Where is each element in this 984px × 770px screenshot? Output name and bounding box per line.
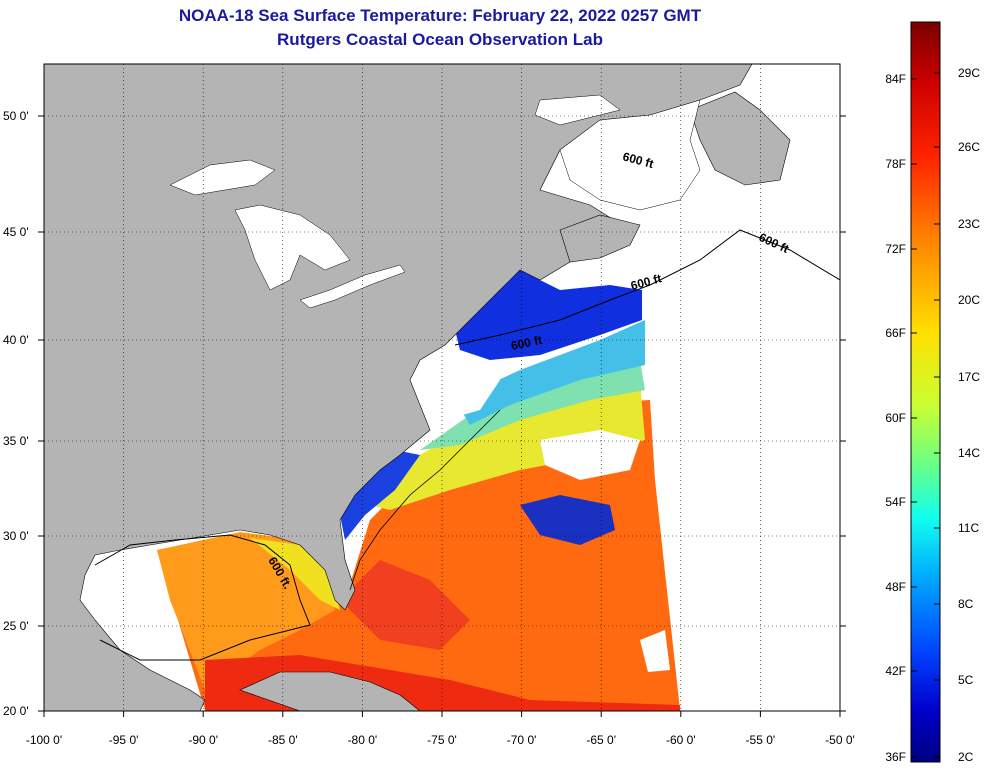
hudson-bay-edge [534, 94, 621, 126]
colorbar-c-label: 23C [958, 217, 980, 231]
map-subtitle: Rutgers Coastal Ocean Observation Lab [277, 30, 603, 49]
land-nova-scotia [559, 214, 641, 263]
contour-600ft-north [454, 229, 840, 346]
colorbar-c-label: 2C [958, 750, 974, 764]
colorbar-c-label: 11C [958, 521, 979, 535]
sst-cloud-patch-1 [430, 360, 500, 420]
lon-tick-label: -75 0' [427, 733, 457, 747]
contour-600ft-atlantic [349, 409, 501, 591]
lat-tick-label: 45 0' [3, 225, 29, 239]
colorbar-f-label: 60F [885, 411, 906, 425]
lon-tick-label: -70 0' [507, 733, 537, 747]
colorbar-c-label: 14C [958, 446, 980, 460]
colorbar-f-label: 54F [885, 495, 906, 509]
graticule [44, 64, 840, 711]
sst-gulf [157, 532, 335, 690]
colorbar-f-label: 78F [885, 157, 906, 171]
sst-cloud-patch-2 [540, 430, 640, 480]
colorbar-c-label: 29C [958, 66, 980, 80]
colorbar-f-label: 84F [885, 72, 906, 86]
contour-label: 600 ft [510, 333, 544, 353]
lat-tick-label: 20 0' [3, 704, 29, 718]
sst-shelf-cold [340, 450, 420, 540]
contour-600ft-gulf [94, 534, 311, 661]
map-title: NOAA-18 Sea Surface Temperature: Februar… [178, 6, 702, 25]
land-cuba [239, 671, 421, 711]
colorbar-c-label: 17C [958, 370, 980, 384]
colorbar-celsius-labels: 29C 26C 23C 20C 17C 14C 11C 8C 5C 2C [934, 66, 980, 764]
colorbar-f-label: 66F [885, 326, 906, 340]
sst-midband [420, 360, 645, 450]
lake-erie-ontario [299, 264, 406, 309]
lon-tick-label: -90 0' [188, 733, 218, 747]
gulf-st-lawrence [559, 99, 701, 211]
sst-cloud-patch-3 [640, 630, 670, 672]
lat-tick-label: 25 0' [3, 619, 29, 633]
lat-tick-label: 50 0' [3, 109, 29, 123]
lon-tick-label: -85 0' [268, 733, 298, 747]
sst-cold-eddy [520, 495, 615, 545]
sst-gulf-of-maine [455, 270, 642, 360]
longitude-axis: -100 0' -95 0' -90 0' -85 0' -80 0' -75 0' -70… [26, 711, 855, 747]
lat-tick-label: 40 0' [3, 333, 29, 347]
colorbar-c-label: 20C [958, 293, 980, 307]
lon-tick-label: -50 0' [825, 733, 855, 747]
lon-tick-label: -65 0' [586, 733, 616, 747]
colorbar-c-label: 5C [958, 673, 974, 687]
colorbar [910, 21, 941, 763]
sst-gulfstream [350, 380, 645, 510]
colorbar-c-label: 26C [958, 140, 980, 154]
colorbar-f-label: 72F [885, 242, 906, 256]
sst-slope-water [455, 320, 645, 425]
lon-tick-label: -80 0' [348, 733, 378, 747]
colorbar-f-label: 42F [885, 664, 906, 678]
colorbar-fahrenheit-labels: 84F 78F 72F 66F 60F 54F 48F 42F 36F [885, 72, 917, 764]
lon-tick-label: -95 0' [109, 733, 139, 747]
sst-gulf-shelf [250, 538, 340, 610]
colorbar-c-label: 8C [958, 597, 974, 611]
lake-michigan-huron [234, 204, 351, 291]
lon-tick-label: -60 0' [666, 733, 696, 747]
lon-tick-label: -100 0' [26, 733, 62, 747]
colorbar-f-label: 48F [885, 580, 906, 594]
lat-tick-label: 30 0' [3, 529, 29, 543]
sst-florida-straits [340, 560, 470, 650]
lake-superior [169, 159, 276, 196]
lon-tick-label: -55 0' [746, 733, 776, 747]
latitude-axis: 20 0' 25 0' 30 0' 35 0' 40 0' 45 0' 50 0' [3, 109, 846, 718]
lat-tick-label: 35 0' [3, 434, 29, 448]
colorbar-f-label: 36F [885, 750, 906, 764]
land-newfoundland [689, 91, 791, 186]
